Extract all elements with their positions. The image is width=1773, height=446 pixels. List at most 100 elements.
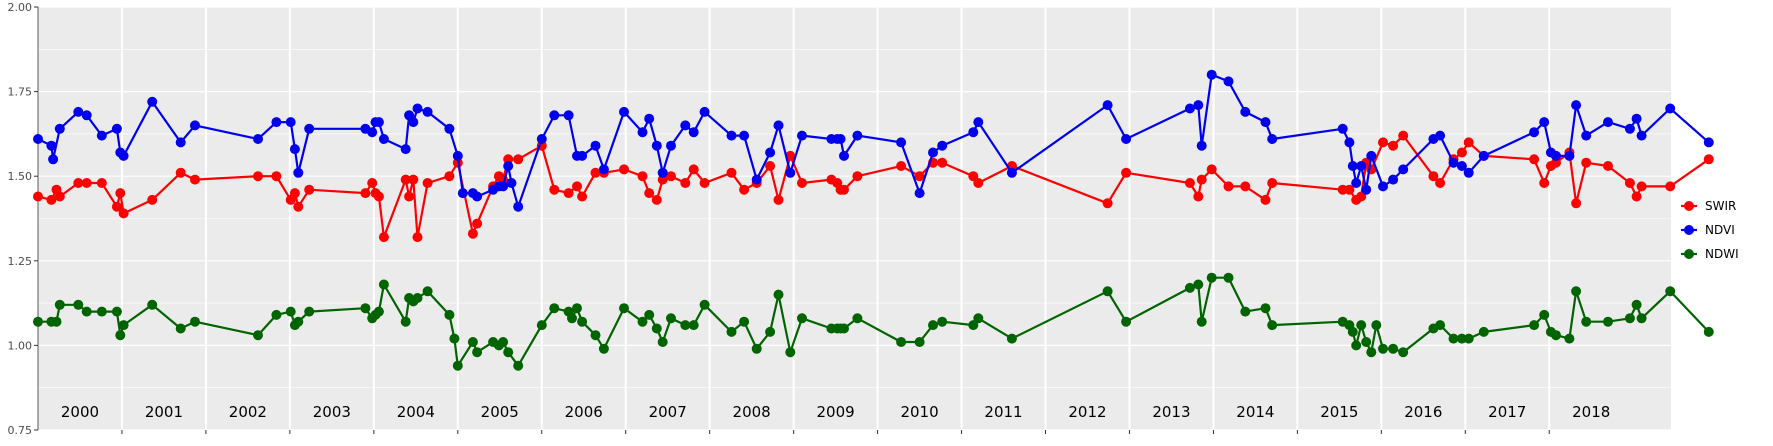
data-point [839, 323, 849, 334]
data-point [1267, 320, 1278, 331]
data-point [1603, 117, 1613, 128]
data-point [1539, 178, 1550, 188]
y-tick-label: 0.75 [8, 424, 33, 437]
data-point [739, 316, 750, 327]
data-point [666, 313, 676, 324]
data-point [408, 117, 419, 128]
data-point [457, 188, 468, 199]
data-point [644, 113, 655, 124]
data-point [190, 120, 200, 131]
data-point [680, 178, 691, 188]
data-point [1564, 150, 1575, 161]
data-point [422, 178, 433, 188]
data-point [48, 154, 59, 165]
year-label: 2014 [1236, 403, 1274, 421]
data-point [637, 316, 648, 327]
data-point [175, 167, 186, 178]
data-point [1665, 103, 1676, 114]
y-tick-label: 1.50 [8, 170, 33, 183]
data-point [666, 140, 676, 151]
data-point [637, 127, 648, 138]
data-point [54, 191, 65, 202]
data-point [1463, 167, 1474, 178]
data-point [1388, 140, 1399, 151]
series-swir [33, 130, 1714, 243]
y-tick-label: 1.25 [8, 255, 33, 268]
data-point [726, 130, 737, 141]
year-label: 2015 [1320, 403, 1358, 421]
data-point [688, 127, 699, 138]
data-point [773, 120, 784, 131]
data-point [33, 134, 43, 144]
data-point [1260, 194, 1271, 205]
data-point [1260, 117, 1271, 128]
data-point [444, 123, 455, 134]
data-point [1463, 137, 1474, 148]
data-point [563, 110, 574, 121]
data-point [852, 171, 863, 182]
data-point [422, 286, 433, 297]
data-point [549, 184, 560, 195]
data-point [1378, 343, 1388, 354]
data-point [1478, 326, 1489, 337]
data-point [739, 130, 750, 141]
series-line-ndvi [37, 73, 1710, 208]
data-point [253, 134, 263, 144]
data-point [46, 194, 57, 205]
year-label: 2002 [229, 403, 267, 421]
year-label: 2003 [313, 403, 351, 421]
data-point [373, 117, 384, 128]
data-point [680, 120, 691, 131]
data-point [1448, 333, 1459, 344]
data-point [452, 150, 463, 161]
data-point [1636, 130, 1647, 141]
data-point [1193, 100, 1204, 111]
data-point [360, 303, 371, 314]
data-point [973, 313, 984, 324]
data-point [513, 201, 524, 212]
data-point [412, 103, 423, 114]
data-point [285, 117, 296, 128]
data-point [619, 164, 629, 175]
year-label: 2000 [61, 403, 99, 421]
data-point [699, 106, 710, 117]
legend-label-swir: SWIR [1705, 199, 1736, 213]
data-point [773, 194, 784, 205]
data-point [1571, 198, 1582, 209]
data-point [852, 130, 863, 141]
year-label: 2010 [900, 403, 938, 421]
data-point [1351, 340, 1362, 351]
data-point [1571, 286, 1582, 297]
data-point [1631, 113, 1642, 124]
data-point [688, 320, 699, 331]
data-point [797, 313, 807, 324]
data-point [271, 171, 282, 182]
data-point [81, 178, 92, 188]
data-point [81, 306, 92, 317]
data-point [1121, 134, 1132, 144]
data-point [115, 188, 126, 199]
data-point [590, 140, 601, 151]
data-point [1703, 326, 1714, 337]
data-point [513, 360, 524, 371]
data-point [1196, 174, 1207, 185]
data-point [699, 178, 710, 188]
data-point [111, 201, 122, 212]
data-point [928, 320, 938, 331]
data-point [572, 181, 582, 192]
data-point [1665, 286, 1676, 297]
data-point [293, 201, 304, 212]
data-point [367, 178, 378, 188]
data-point [657, 337, 668, 347]
data-point [751, 343, 762, 354]
data-point [1703, 154, 1714, 165]
data-point [118, 208, 129, 219]
data-point [400, 174, 411, 185]
data-point [1603, 161, 1613, 171]
data-point [513, 154, 524, 165]
data-point [449, 333, 460, 344]
data-point [147, 299, 158, 310]
data-point [400, 316, 411, 327]
year-label: 2017 [1488, 403, 1526, 421]
